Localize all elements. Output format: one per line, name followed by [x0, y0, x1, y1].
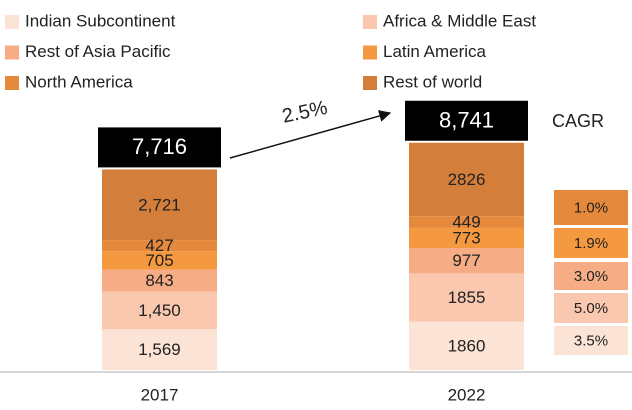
segment-label: 773 — [452, 228, 480, 247]
segment-label: 1,569 — [138, 340, 181, 359]
bar-segment — [102, 291, 217, 330]
total-box — [405, 100, 528, 141]
cagr-box — [554, 293, 628, 323]
legend-label: Rest of Asia Pacific — [25, 42, 171, 61]
segment-label: 1855 — [448, 288, 486, 307]
segment-label: 449 — [452, 213, 480, 232]
segment-label: 977 — [452, 251, 480, 270]
cagr-box — [554, 190, 628, 225]
cagr-box — [554, 262, 628, 290]
legend-swatch — [5, 76, 19, 90]
segment-label: 843 — [145, 271, 173, 290]
legend-swatch — [5, 45, 19, 60]
segment-label: 427 — [145, 236, 173, 255]
legend-swatch — [363, 15, 377, 29]
segment-label: 2826 — [448, 170, 486, 189]
growth-arrow — [229, 110, 392, 159]
cagr-label: CAGR — [552, 111, 604, 131]
bar-segment — [102, 329, 217, 370]
x-tick-label: 2022 — [448, 385, 486, 404]
legend-label: North America — [25, 72, 133, 91]
cagr-value: 3.5% — [574, 332, 608, 349]
total-label: 8,741 — [439, 108, 494, 133]
cagr-value: 3.0% — [574, 268, 608, 285]
segment-label: 705 — [145, 251, 173, 270]
growth-annotation: 2.5% — [280, 97, 329, 128]
segment-label: 2,721 — [138, 195, 181, 214]
bar-segment — [102, 269, 217, 292]
legend-label: Rest of world — [383, 72, 482, 91]
bar-segment — [102, 240, 217, 252]
legend-label: Africa & Middle East — [383, 11, 536, 30]
segment-label: 1,450 — [138, 301, 181, 320]
bar-segment — [409, 321, 524, 370]
legend-swatch — [363, 45, 377, 60]
bar-segment — [409, 216, 524, 228]
cagr-value: 1.9% — [574, 235, 608, 252]
bar-segment — [102, 251, 217, 270]
cagr-box — [554, 326, 628, 355]
cagr-value: 5.0% — [574, 300, 608, 317]
segment-label: 1860 — [448, 336, 486, 355]
legend-label: Indian Subcontinent — [25, 11, 176, 30]
total-box — [98, 127, 221, 168]
bar-segment — [409, 227, 524, 249]
x-tick-label: 2017 — [141, 385, 179, 404]
cagr-value: 1.0% — [574, 199, 608, 216]
legend-swatch — [363, 76, 377, 90]
bar-segment — [409, 142, 524, 217]
bar-segment — [102, 169, 217, 241]
bar-segment — [409, 248, 524, 274]
legend-swatch — [5, 15, 19, 29]
legend-label: Latin America — [383, 42, 487, 61]
cagr-box — [554, 228, 628, 258]
total-label: 7,716 — [132, 134, 187, 159]
bar-segment — [409, 273, 524, 322]
